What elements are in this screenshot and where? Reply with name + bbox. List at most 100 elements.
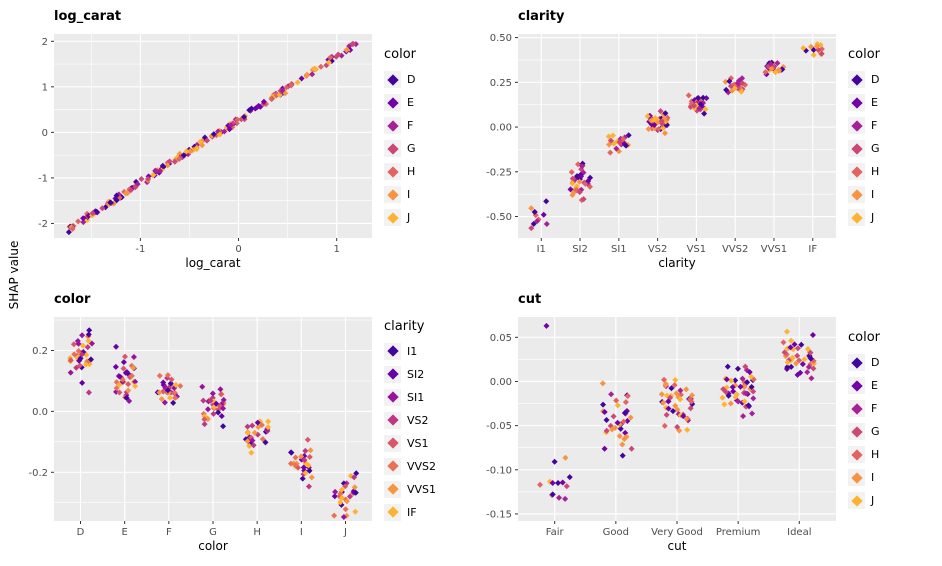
data-point [166, 158, 173, 165]
data-point [762, 69, 769, 76]
legend-key [848, 140, 865, 157]
data-point [549, 479, 556, 486]
data-point [201, 134, 208, 141]
data-point [669, 408, 676, 415]
legend-label: SI1 [407, 390, 425, 404]
data-point [79, 332, 86, 339]
data-point [746, 369, 753, 376]
data-point [170, 399, 177, 406]
data-point [794, 352, 801, 359]
diamond-icon [386, 188, 399, 201]
legend-key [848, 94, 865, 111]
data-point [80, 348, 87, 355]
legend-item: J [848, 489, 880, 512]
data-point [132, 378, 139, 385]
data-point [788, 363, 795, 370]
data-point [614, 419, 621, 426]
data-point [221, 128, 228, 135]
data-point [724, 363, 731, 370]
data-point [809, 332, 816, 339]
data-point [600, 401, 607, 408]
data-point [130, 365, 137, 372]
data-point [623, 433, 630, 440]
data-point [69, 225, 76, 232]
data-point [609, 132, 616, 139]
data-point [264, 424, 271, 431]
plot-body: -0.50 -0.25 0.00 0.25 0.50 I1 SI2 SI1 VS2 VS1 VVS2… [478, 28, 942, 274]
data-point [657, 108, 664, 115]
x-tick-label: F [166, 527, 172, 538]
legend-key [384, 342, 401, 360]
y-tick-label: 0.05 [490, 333, 512, 344]
diamond-icon [850, 142, 863, 155]
data-point [292, 462, 299, 469]
diamond-icon [386, 73, 399, 86]
data-point [768, 65, 775, 72]
data-point [568, 169, 575, 176]
data-point [254, 419, 261, 426]
data-point [601, 445, 608, 452]
data-point [664, 392, 671, 399]
data-point [132, 383, 139, 390]
data-point [687, 405, 694, 412]
data-point [562, 454, 569, 461]
data-point [156, 389, 163, 396]
data-point [528, 225, 535, 232]
data-point [75, 218, 82, 225]
data-point [342, 506, 349, 513]
data-point [739, 80, 746, 87]
data-point [788, 337, 795, 344]
data-point [794, 345, 801, 352]
x-tick-label: I [300, 527, 303, 538]
legend-key [384, 209, 401, 226]
data-point [186, 148, 193, 155]
data-point [585, 177, 592, 184]
data-point [567, 186, 574, 193]
data-point [337, 499, 344, 506]
data-point [683, 386, 690, 393]
data-point [201, 416, 208, 423]
data-point [309, 71, 316, 78]
plot-title: clarity [518, 9, 565, 24]
y-tick-label: -1 [38, 173, 48, 184]
data-point [295, 464, 302, 471]
data-point [781, 349, 788, 356]
x-tick-label: Very Good [651, 527, 703, 538]
data-point [123, 394, 130, 401]
data-point [217, 386, 224, 393]
data-point [89, 210, 96, 217]
data-point [166, 394, 173, 401]
data-point [528, 205, 535, 212]
data-point [352, 41, 359, 48]
data-point [674, 406, 681, 413]
data-point [299, 475, 306, 482]
legend-label: IF [407, 505, 417, 519]
diamond-icon [386, 142, 399, 155]
data-point [200, 397, 207, 404]
data-point [112, 363, 119, 370]
data-point [207, 397, 214, 404]
data-point [107, 199, 114, 206]
legend-item: H [848, 160, 880, 183]
diamond-icon [386, 391, 399, 403]
diamond-icon [386, 368, 399, 380]
data-point [793, 360, 800, 367]
data-point [246, 443, 253, 450]
data-point [540, 211, 547, 218]
data-point [617, 425, 624, 432]
data-point [234, 116, 241, 123]
legend-item: I [384, 183, 416, 206]
legend-title: clarity [384, 318, 425, 334]
data-point [262, 439, 269, 446]
data-point [332, 488, 339, 495]
data-point [625, 132, 632, 139]
data-point [599, 380, 606, 387]
data-point [739, 75, 746, 82]
legend-key [848, 377, 865, 394]
data-point [750, 395, 757, 402]
data-point [543, 221, 550, 228]
data-point [126, 398, 133, 405]
data-point [563, 483, 570, 490]
data-point [113, 388, 120, 395]
